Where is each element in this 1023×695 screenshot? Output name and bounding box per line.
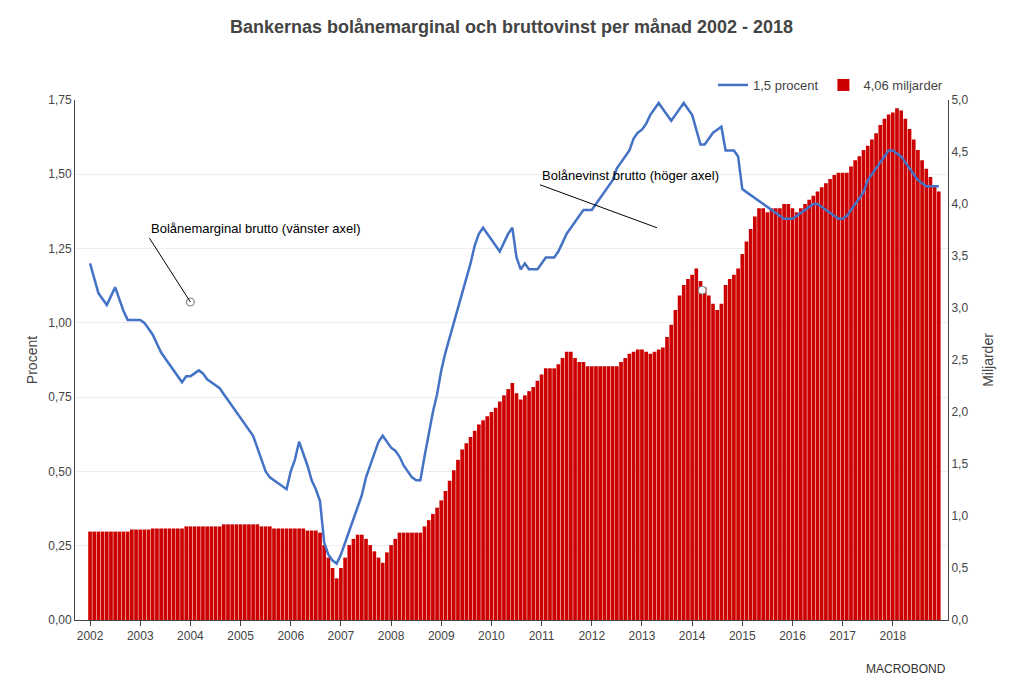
svg-text:1,25: 1,25 xyxy=(48,242,72,256)
svg-text:2008: 2008 xyxy=(378,629,405,643)
svg-text:2013: 2013 xyxy=(629,629,656,643)
svg-text:2006: 2006 xyxy=(277,629,304,643)
svg-text:1,00: 1,00 xyxy=(48,316,72,330)
svg-text:Bankernas bolånemarginal och b: Bankernas bolånemarginal och bruttovinst… xyxy=(230,17,793,37)
svg-text:1,5: 1,5 xyxy=(951,457,968,471)
svg-text:2007: 2007 xyxy=(328,629,355,643)
svg-text:2018: 2018 xyxy=(879,629,906,643)
svg-text:2,0: 2,0 xyxy=(951,405,968,419)
svg-text:0,75: 0,75 xyxy=(48,390,72,404)
svg-text:2016: 2016 xyxy=(779,629,806,643)
svg-text:2,5: 2,5 xyxy=(951,353,968,367)
svg-text:2011: 2011 xyxy=(529,629,555,643)
svg-text:MACROBOND: MACROBOND xyxy=(866,662,946,676)
svg-text:4,06 miljarder: 4,06 miljarder xyxy=(863,78,942,93)
svg-text:0,0: 0,0 xyxy=(951,613,968,627)
svg-text:2012: 2012 xyxy=(578,629,605,643)
svg-text:0,5: 0,5 xyxy=(951,561,968,575)
svg-text:2014: 2014 xyxy=(679,629,706,643)
svg-text:Bolånemarginal brutto (vänster: Bolånemarginal brutto (vänster axel) xyxy=(151,221,361,236)
svg-text:3,0: 3,0 xyxy=(951,301,968,315)
svg-text:2015: 2015 xyxy=(729,629,756,643)
svg-text:0,00: 0,00 xyxy=(48,613,72,627)
svg-text:1,75: 1,75 xyxy=(48,93,72,107)
svg-text:4,0: 4,0 xyxy=(951,197,968,211)
svg-text:5,0: 5,0 xyxy=(951,93,968,107)
svg-text:Bolånevinst brutto (höger axel: Bolånevinst brutto (höger axel) xyxy=(542,168,719,183)
svg-text:Miljarder: Miljarder xyxy=(980,333,996,387)
svg-text:2005: 2005 xyxy=(227,629,254,643)
svg-text:2010: 2010 xyxy=(478,629,505,643)
svg-text:4,5: 4,5 xyxy=(951,145,968,159)
svg-text:2003: 2003 xyxy=(127,629,154,643)
svg-text:1,50: 1,50 xyxy=(48,167,72,181)
svg-text:0,50: 0,50 xyxy=(48,465,72,479)
svg-text:2009: 2009 xyxy=(428,629,455,643)
svg-text:2002: 2002 xyxy=(77,629,104,643)
svg-text:1,5 procent: 1,5 procent xyxy=(753,78,818,93)
svg-text:Procent: Procent xyxy=(24,336,40,384)
svg-text:2017: 2017 xyxy=(829,629,856,643)
svg-text:0,25: 0,25 xyxy=(48,539,72,553)
svg-text:2004: 2004 xyxy=(177,629,204,643)
svg-text:3,5: 3,5 xyxy=(951,249,968,263)
svg-text:1,0: 1,0 xyxy=(951,509,968,523)
